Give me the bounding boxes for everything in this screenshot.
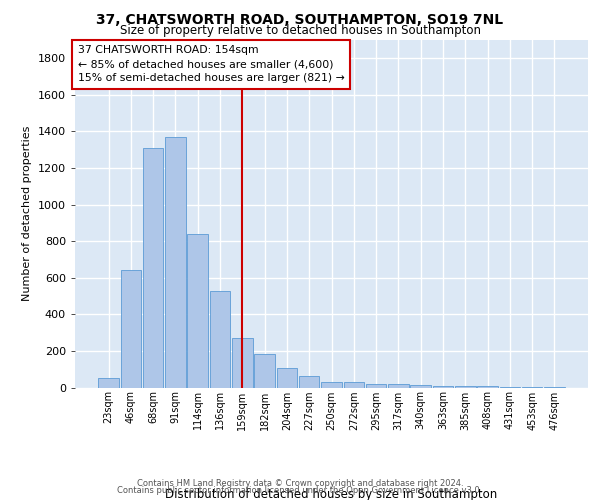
Bar [143, 148, 163, 388]
Bar [500, 386, 520, 388]
Text: Contains HM Land Registry data © Crown copyright and database right 2024.: Contains HM Land Registry data © Crown c… [137, 478, 463, 488]
Bar [522, 386, 542, 388]
Bar [388, 384, 409, 388]
Text: Size of property relative to detached houses in Southampton: Size of property relative to detached ho… [119, 24, 481, 37]
Bar [187, 234, 208, 388]
Text: 37, CHATSWORTH ROAD, SOUTHAMPTON, SO19 7NL: 37, CHATSWORTH ROAD, SOUTHAMPTON, SO19 7… [97, 12, 503, 26]
Bar [121, 270, 141, 388]
Bar [366, 384, 386, 388]
Bar [210, 290, 230, 388]
Bar [321, 382, 342, 388]
Bar [344, 382, 364, 388]
Bar [455, 386, 476, 388]
Bar [433, 386, 453, 388]
Bar [165, 137, 186, 388]
Bar [98, 378, 119, 388]
Bar [299, 376, 319, 388]
X-axis label: Distribution of detached houses by size in Southampton: Distribution of detached houses by size … [166, 488, 497, 500]
Bar [277, 368, 297, 388]
Bar [544, 386, 565, 388]
Bar [232, 338, 253, 388]
Bar [410, 385, 431, 388]
Y-axis label: Number of detached properties: Number of detached properties [22, 126, 32, 302]
Bar [254, 354, 275, 388]
Text: Contains public sector information licensed under the Open Government Licence v3: Contains public sector information licen… [118, 486, 482, 495]
Text: 37 CHATSWORTH ROAD: 154sqm
← 85% of detached houses are smaller (4,600)
15% of s: 37 CHATSWORTH ROAD: 154sqm ← 85% of deta… [77, 45, 344, 83]
Bar [477, 386, 498, 388]
